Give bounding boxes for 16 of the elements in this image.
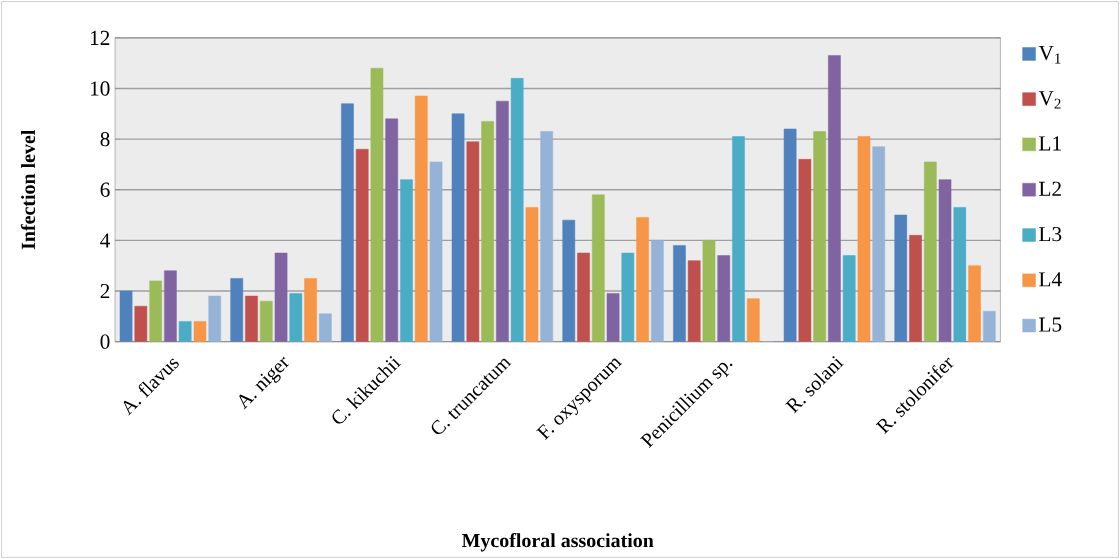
legend-label: L2 bbox=[1039, 181, 1061, 196]
y-tick-label: 4 bbox=[100, 233, 110, 248]
legend-label: L3 bbox=[1039, 227, 1062, 242]
y-axis-title: Infection level bbox=[20, 130, 36, 250]
legend-label: V$_{1}$ bbox=[1038, 46, 1061, 64]
y-tick-label: 2 bbox=[100, 284, 110, 299]
legend-label: V$_{2}$ bbox=[1038, 91, 1061, 109]
y-tick-label: 10 bbox=[90, 81, 110, 96]
y-tick-label: 0 bbox=[100, 334, 110, 349]
y-tick-label: 8 bbox=[100, 132, 110, 147]
legend-label: L5 bbox=[1039, 317, 1062, 332]
y-tick-label: 12 bbox=[90, 30, 110, 45]
legend-label: L4 bbox=[1039, 272, 1062, 287]
x-axis-title: Mycofloral association bbox=[461, 533, 654, 552]
legend-label: L1 bbox=[1039, 136, 1061, 151]
y-tick-label: 6 bbox=[100, 182, 110, 197]
